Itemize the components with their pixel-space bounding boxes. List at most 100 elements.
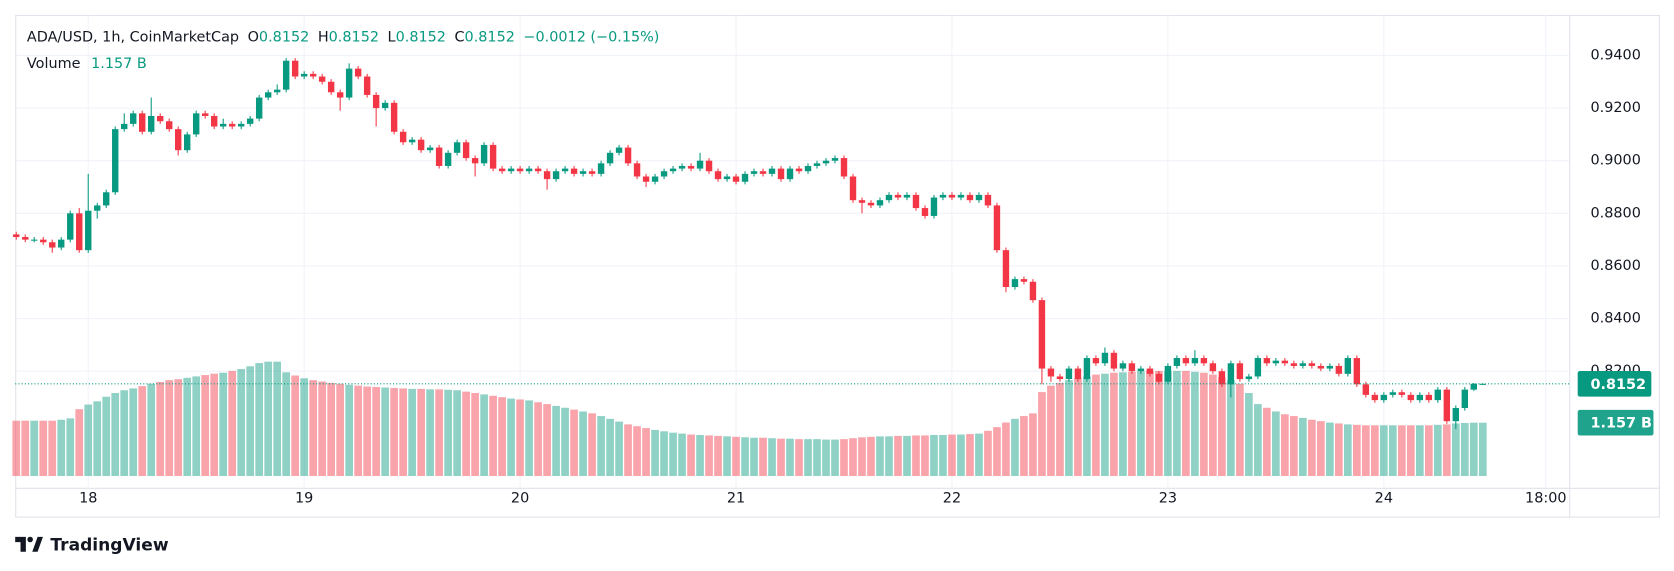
candle-body — [597, 163, 605, 174]
candle-body — [300, 73, 308, 77]
candle-body — [669, 168, 677, 172]
candle-body — [822, 160, 830, 164]
volume-bar — [1155, 370, 1163, 477]
candle-body — [363, 76, 371, 95]
volume-bar — [534, 402, 542, 477]
candle-body — [1155, 373, 1163, 382]
candle-body — [858, 200, 866, 203]
volume-bar — [723, 436, 731, 477]
candle-body — [1011, 279, 1019, 287]
candle-body — [1362, 384, 1370, 395]
candle-body — [94, 205, 101, 211]
volume-bar — [48, 420, 57, 477]
candle-body — [1434, 389, 1442, 401]
volume-bar — [714, 435, 722, 477]
volume-bar — [282, 372, 291, 477]
volume-bar — [507, 398, 515, 477]
candle-body — [184, 134, 191, 151]
candle-body — [1407, 394, 1415, 401]
candle-body — [130, 113, 137, 124]
candle-body — [1470, 383, 1478, 390]
volume-bar — [318, 381, 327, 477]
candle-body — [112, 129, 119, 193]
volume-bar — [867, 436, 875, 477]
volume-bar — [876, 436, 884, 477]
volume-bar — [957, 434, 965, 477]
candle-body — [157, 115, 164, 122]
candle-body — [723, 176, 731, 180]
candle-body — [1137, 368, 1145, 372]
volume-bar — [966, 434, 974, 477]
volume-bar — [1254, 404, 1262, 477]
candle-body — [1479, 383, 1487, 385]
volume-bar — [408, 388, 416, 477]
volume-bar — [1272, 411, 1280, 477]
volume-bar — [1110, 372, 1118, 477]
candle-body — [1371, 394, 1379, 401]
brand-logo — [15, 536, 43, 552]
candle-body — [1128, 363, 1136, 372]
volume-bar — [1361, 425, 1370, 477]
volume-bar — [156, 381, 165, 477]
candle-body — [1092, 358, 1100, 364]
volume-bar — [885, 436, 893, 477]
candle-body — [795, 168, 803, 172]
candle-body — [966, 194, 974, 201]
candle-body — [345, 68, 353, 98]
candle-body — [1164, 365, 1172, 382]
candle-body — [948, 194, 956, 198]
volume-bar — [174, 379, 183, 477]
volume-bar — [1164, 370, 1172, 477]
candle-body — [1299, 363, 1307, 366]
candle-body — [1254, 358, 1262, 377]
candle-body — [687, 165, 695, 169]
volume-bar — [1308, 419, 1316, 477]
volume-bar — [417, 388, 425, 477]
volume-bar — [588, 413, 596, 477]
candle-body — [1272, 360, 1280, 364]
candle-body — [372, 94, 380, 109]
candle-body — [876, 200, 884, 206]
candle-body — [633, 163, 641, 177]
volume-bar — [372, 387, 380, 477]
candle-body — [1344, 358, 1352, 374]
candle-body — [237, 123, 245, 127]
volume-bar — [561, 407, 569, 477]
volume-bar — [1236, 383, 1244, 477]
x-tick-label: 24 — [1375, 490, 1393, 506]
volume-bar — [1442, 424, 1451, 477]
volume-bar — [984, 430, 992, 477]
volume-bar — [1469, 422, 1478, 477]
candle-body — [480, 144, 488, 164]
candle-body — [1191, 358, 1199, 364]
candle-body — [175, 129, 182, 151]
volume-bar — [1344, 424, 1352, 477]
candle-body — [930, 197, 938, 216]
volume-bar — [687, 434, 695, 477]
y-tick-label: 0.8800 — [1591, 205, 1641, 221]
volume-bar — [1038, 392, 1046, 477]
candle-body — [912, 194, 920, 209]
candle-body — [210, 115, 218, 127]
volume-bar — [1317, 421, 1325, 477]
candle-body — [444, 152, 452, 166]
candle-body — [1227, 363, 1235, 385]
volume-bar — [804, 439, 812, 477]
volume-bar — [462, 391, 470, 477]
volume-bar — [516, 399, 524, 477]
volume-bar — [147, 383, 156, 477]
volume-bar — [615, 421, 623, 477]
candle-body — [192, 113, 200, 135]
volume-bar — [21, 420, 30, 477]
volume-bar — [606, 418, 614, 477]
volume-bar — [786, 438, 794, 477]
x-tick-label: 23 — [1159, 490, 1177, 506]
volume-bar — [102, 396, 111, 477]
volume-bars — [12, 361, 1487, 477]
volume-bar — [120, 390, 129, 477]
o-label: O — [248, 29, 259, 45]
volume-bar — [444, 389, 452, 477]
candle-body — [1326, 365, 1334, 369]
candle-body — [22, 237, 29, 240]
volume-bar — [948, 434, 956, 477]
